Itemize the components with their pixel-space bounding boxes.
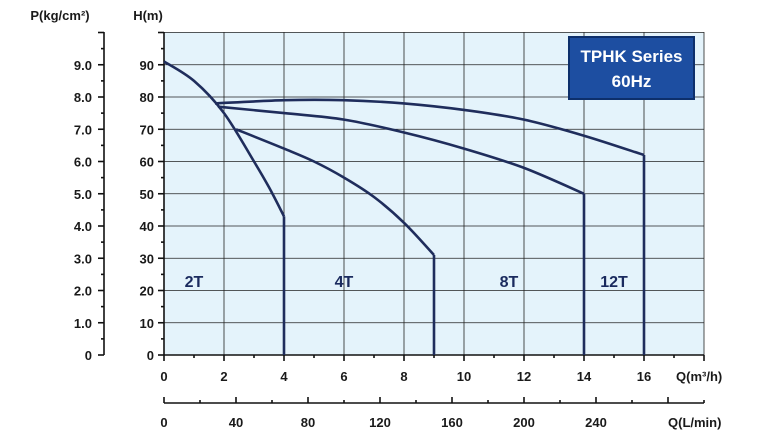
x-tick-label: 10 xyxy=(457,369,471,384)
pressure-tick-label: 7.0 xyxy=(74,122,92,137)
series-title: TPHK Series xyxy=(580,47,683,66)
pressure-tick-label: 3.0 xyxy=(74,251,92,266)
x-tick-label: 2 xyxy=(220,369,227,384)
x-tick-label: 0 xyxy=(160,369,167,384)
x2-tick-label: 80 xyxy=(301,415,315,430)
head-tick-label: 40 xyxy=(140,219,154,234)
pressure-tick-label: 9.0 xyxy=(74,58,92,73)
head-tick-label: 50 xyxy=(140,187,154,202)
series-label-4T: 4T xyxy=(335,274,354,291)
series-title-box: TPHK Series 60Hz xyxy=(568,36,695,100)
x2-tick-label: 200 xyxy=(513,415,535,430)
pressure-tick-label: 8.0 xyxy=(74,90,92,105)
pressure-tick-label: 1.0 xyxy=(74,316,92,331)
x2-tick-label: 240 xyxy=(585,415,607,430)
pressure-tick-label: 2.0 xyxy=(74,284,92,299)
x-tick-label: 16 xyxy=(637,369,651,384)
head-tick-label: 80 xyxy=(140,90,154,105)
series-label-2T: 2T xyxy=(185,274,204,291)
head-tick-label: 60 xyxy=(140,155,154,170)
head-tick-label: 70 xyxy=(140,122,154,137)
head-tick-label: 0 xyxy=(147,348,154,363)
head-tick-label: 90 xyxy=(140,58,154,73)
x2-axis-label: Q(L/min) xyxy=(668,415,721,430)
x-tick-label: 12 xyxy=(517,369,531,384)
curve-8T xyxy=(217,105,585,195)
curve-4T xyxy=(235,128,435,256)
head-axis-label: H(m) xyxy=(133,8,163,23)
head-tick-label: 30 xyxy=(140,251,154,266)
pressure-axis-label: P(kg/cm²) xyxy=(30,8,89,23)
x-tick-label: 6 xyxy=(340,369,347,384)
series-label-12T: 12T xyxy=(600,274,628,291)
series-label-8T: 8T xyxy=(500,274,519,291)
x-axis-label: Q(m³/h) xyxy=(676,369,722,384)
curve-12T xyxy=(214,98,645,157)
pressure-tick-label: 6.0 xyxy=(74,155,92,170)
x-tick-label: 8 xyxy=(400,369,407,384)
x2-tick-label: 40 xyxy=(229,415,243,430)
x2-tick-label: 0 xyxy=(160,415,167,430)
head-tick-label: 10 xyxy=(140,316,154,331)
x-tick-label: 14 xyxy=(577,369,592,384)
pressure-tick-label: 4.0 xyxy=(74,219,92,234)
head-tick-label: 20 xyxy=(140,284,154,299)
x2-tick-label: 120 xyxy=(369,415,391,430)
x2-tick-label: 160 xyxy=(441,415,463,430)
x-tick-label: 4 xyxy=(280,369,288,384)
pressure-tick-label: 0 xyxy=(85,348,92,363)
pressure-tick-label: 5.0 xyxy=(74,187,92,202)
curve-2T xyxy=(163,60,286,217)
ticks: 010203040506070809001.02.03.04.05.06.07.… xyxy=(74,58,651,430)
series-frequency: 60Hz xyxy=(611,72,652,91)
curves: 2T 4T 8T 12T xyxy=(163,60,646,355)
